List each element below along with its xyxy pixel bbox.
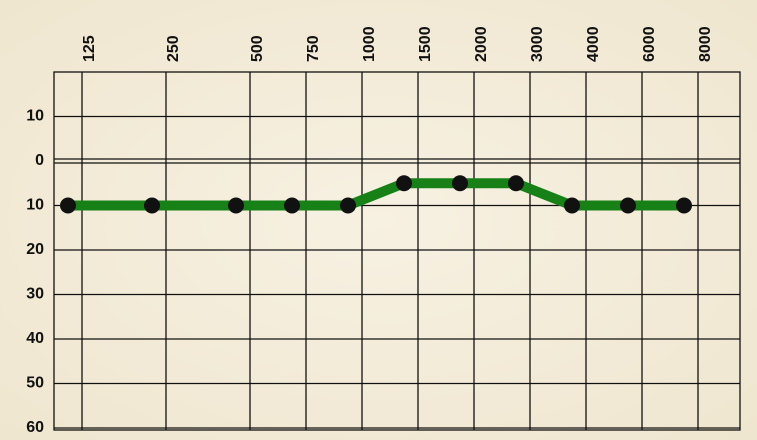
x-tick-label: 2000	[473, 26, 490, 62]
x-tick-label: 1000	[361, 26, 378, 62]
data-point	[340, 197, 356, 214]
data-point	[620, 197, 636, 214]
data-point	[228, 197, 244, 214]
x-tick-label: 4000	[585, 26, 602, 62]
data-point	[284, 197, 300, 214]
y-tick-label: 20	[26, 241, 44, 258]
y-tick-label: 60	[26, 419, 44, 436]
x-tick-label: 6000	[641, 26, 658, 62]
data-point	[564, 197, 580, 214]
x-tick-label: 1500	[417, 26, 434, 62]
x-tick-label: 125	[81, 35, 98, 62]
data-point	[452, 175, 468, 192]
y-tick-label: 50	[26, 375, 44, 392]
x-tick-label: 750	[305, 35, 322, 62]
data-point	[508, 175, 524, 192]
data-point	[676, 197, 692, 214]
y-tick-label: 10	[26, 108, 44, 125]
data-point	[144, 197, 160, 214]
data-point	[396, 175, 412, 192]
y-tick-label: 10	[26, 197, 44, 214]
y-tick-label: 40	[26, 330, 44, 347]
x-tick-label: 8000	[697, 26, 714, 62]
y-tick-label: 0	[35, 152, 44, 169]
x-tick-label: 500	[249, 35, 266, 62]
y-tick-label: 30	[26, 286, 44, 303]
data-point	[60, 197, 76, 214]
plot-frame	[53, 71, 741, 431]
series-line	[68, 178, 684, 211]
x-tick-label: 250	[165, 35, 182, 62]
x-tick-label: 3000	[529, 26, 546, 62]
